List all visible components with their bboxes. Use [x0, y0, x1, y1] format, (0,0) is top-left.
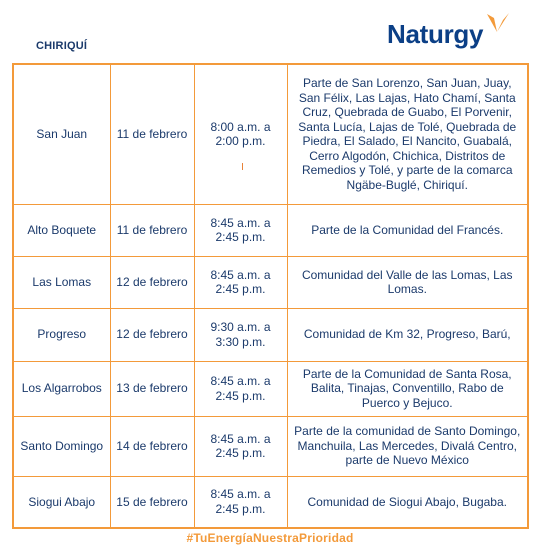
time-cell: 9:30 a.m. a 3:30 p.m.	[193, 307, 288, 362]
time-cell: 8:45 a.m. a 2:45 p.m.	[193, 255, 288, 309]
date-cell: 11 de febrero	[109, 63, 195, 205]
table-row: San Juan 11 de febrero 8:00 a.m. a 2:00 …	[12, 63, 529, 205]
date-cell: 12 de febrero	[109, 307, 195, 362]
time-cell: 8:45 a.m. a 2:45 p.m.	[193, 415, 288, 477]
area-cell: Comunidad de Siogui Abajo, Bugaba.	[286, 475, 529, 529]
place-cell: Progreso	[12, 307, 111, 362]
naturgy-logo: Naturgy	[387, 12, 511, 47]
place-cell: Las Lomas	[12, 255, 111, 309]
time-cell: 8:45 a.m. a 2:45 p.m.	[193, 475, 288, 529]
table-row: Alto Boquete 11 de febrero 8:45 a.m. a 2…	[12, 203, 529, 257]
date-cell: 11 de febrero	[109, 203, 195, 257]
date-cell: 15 de febrero	[109, 475, 195, 529]
time-cell: 8:45 a.m. a 2:45 p.m.	[193, 360, 288, 417]
outage-schedule-table: San Juan 11 de febrero 8:00 a.m. a 2:00 …	[12, 63, 529, 529]
area-cell: Parte de la Comunidad del Francés.	[286, 203, 529, 257]
place-cell: Alto Boquete	[12, 203, 111, 257]
table-row: Los Algarrobos 13 de febrero 8:45 a.m. a…	[12, 360, 529, 417]
place-cell: San Juan	[12, 63, 111, 205]
time-cell: 8:45 a.m. a 2:45 p.m.	[193, 203, 288, 257]
hashtag-footer: #TuEnergíaNuestraPrioridad	[186, 531, 354, 545]
table-row: Santo Domingo 14 de febrero 8:45 a.m. a …	[12, 415, 529, 477]
area-cell: Parte de la Comunidad de Santa Rosa, Bal…	[286, 360, 529, 417]
place-cell: Siogui Abajo	[12, 475, 111, 529]
date-cell: 13 de febrero	[109, 360, 195, 417]
table-row: Siogui Abajo 15 de febrero 8:45 a.m. a 2…	[12, 475, 529, 529]
date-cell: 14 de febrero	[109, 415, 195, 477]
region-title: CHIRIQUÍ	[36, 40, 88, 52]
place-cell: Los Algarrobos	[12, 360, 111, 417]
area-cell: Parte de la comunidad de Santo Domingo, …	[286, 415, 529, 477]
table-row: Las Lomas 12 de febrero 8:45 a.m. a 2:45…	[12, 255, 529, 309]
date-cell: 12 de febrero	[109, 255, 195, 309]
cursor-mark	[242, 163, 243, 170]
logo-wordmark: Naturgy	[387, 19, 484, 49]
butterfly-icon	[485, 12, 511, 41]
table-row: Progreso 12 de febrero 9:30 a.m. a 3:30 …	[12, 307, 529, 362]
area-cell: Comunidad de Km 32, Progreso, Barú,	[286, 307, 529, 362]
area-cell: Comunidad del Valle de las Lomas, Las Lo…	[286, 255, 529, 309]
time-cell: 8:00 a.m. a 2:00 p.m.	[193, 63, 288, 205]
place-cell: Santo Domingo	[12, 415, 111, 477]
area-cell: Parte de San Lorenzo, San Juan, Juay, Sa…	[286, 63, 529, 205]
